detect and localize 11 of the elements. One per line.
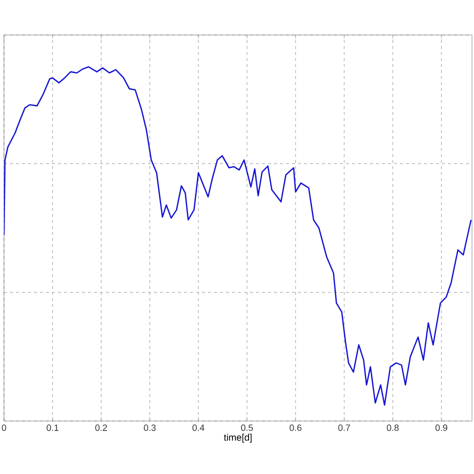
x-axis-title: time[d] [224, 434, 252, 443]
x-tick-label: 0.1 [46, 424, 58, 431]
x-tick-label: 0.6 [290, 424, 302, 431]
x-tick-label: 0.2 [95, 424, 107, 431]
x-tick-label: 0.5 [241, 424, 253, 431]
x-tick-label: 0.7 [338, 424, 350, 431]
x-tick-label: 0 [2, 424, 6, 431]
x-tick-label: 0.3 [144, 424, 156, 431]
x-tick-label: 0.8 [386, 424, 399, 431]
x-tick-label: 0.4 [192, 424, 204, 431]
x-tick-label: 0.9 [435, 424, 448, 431]
